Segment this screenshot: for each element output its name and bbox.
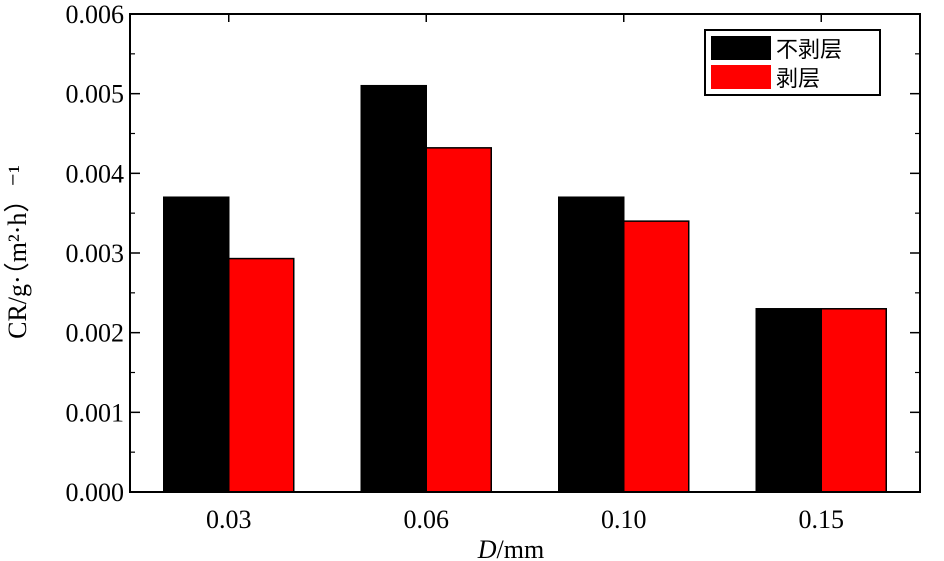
bar-series-1-0.15 [755,308,822,493]
x-axis-title-symbol: D [477,535,497,561]
y-tick-label: 0.001 [66,398,125,427]
legend-label-series-1: 不剥层 [776,38,842,63]
y-tick-label: 0.000 [66,478,125,507]
bar-series-2-0.06 [425,147,492,493]
bar-series-1-0.03 [163,196,230,493]
y-tick-label: 0.003 [66,239,125,268]
x-axis-title-unit: /mm [497,535,545,561]
y-tick-label: 0.002 [66,319,125,348]
x-axis-title: D/mm [477,535,544,561]
x-tick-label: 0.03 [206,505,252,534]
y-tick-label: 0.005 [66,80,125,109]
legend: 不剥层 剥层 [704,29,881,96]
bar-series-2-0.15 [820,308,887,493]
bar-series-2-0.10 [623,220,690,493]
legend-label-series-2: 剥层 [776,67,820,92]
legend-swatch-series-2 [711,65,771,89]
y-tick-label: 0.004 [66,159,125,188]
x-tick-label: 0.15 [799,505,845,534]
x-tick-label: 0.10 [601,505,647,534]
legend-swatch-series-1 [711,36,771,60]
bar-series-2-0.03 [228,257,295,493]
ticks-layer: 0.03 0.06 0.10 0.15 0.000 0.001 0.002 0.003 0.00… [66,0,920,534]
bar-series-1-0.10 [558,196,625,493]
bar-series-1-0.06 [360,84,427,493]
bars-layer [163,84,887,493]
y-axis-title: CR/g·（m²·h）⁻¹ [3,165,32,339]
y-tick-label: 0.006 [66,0,125,29]
x-tick-label: 0.06 [404,505,450,534]
